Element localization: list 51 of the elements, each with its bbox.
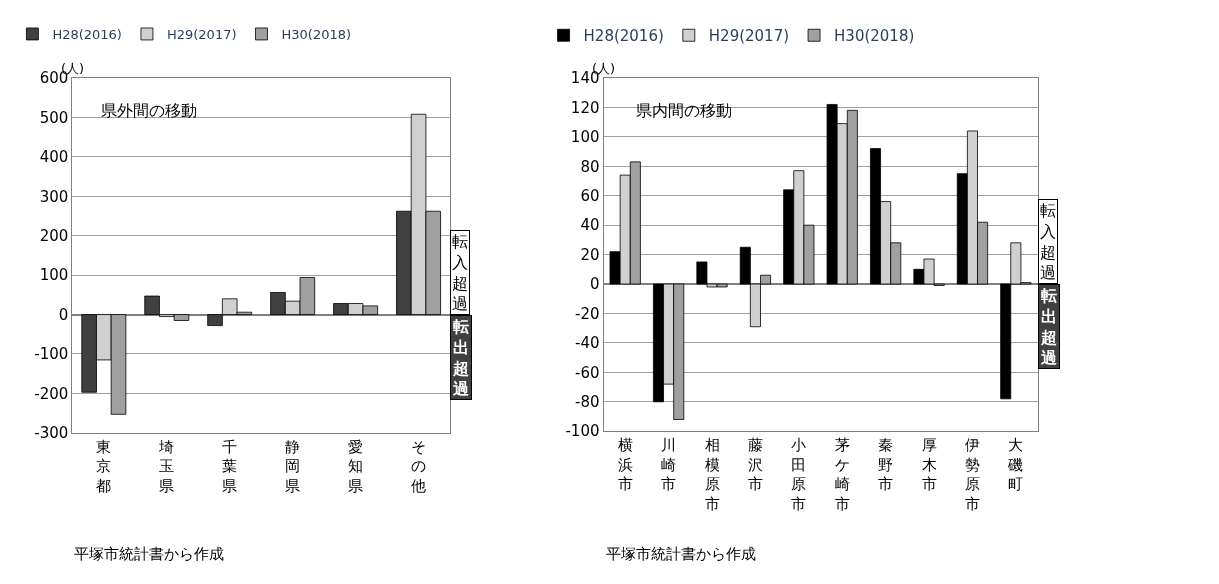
x-tick-label: 大磯町	[1007, 436, 1024, 494]
text: 平塚市統計書から作成	[74, 545, 224, 563]
legend-label: H30(2018)	[281, 27, 352, 43]
x-tick-label: 静岡県	[285, 437, 301, 495]
legend-label: H28(2016)	[583, 27, 664, 46]
y-tick-label: -40	[575, 334, 600, 353]
y-tick-label: 0	[58, 305, 69, 324]
text: 転入超過	[1040, 201, 1056, 283]
x-tick-label: 相模原市	[704, 436, 720, 513]
legend-label: H28(2016)	[52, 27, 122, 43]
y-tick-label: -80	[575, 393, 600, 412]
x-tick-label: 横浜市	[617, 436, 633, 494]
y-tick-label: 300	[39, 187, 69, 206]
x-tick-label: その他	[411, 437, 427, 495]
x-tick-label: 小田原市	[791, 436, 807, 513]
y-tick-label: -100	[565, 422, 600, 441]
text: 県内間の移動	[636, 101, 732, 120]
y-tick-label: 100	[570, 128, 600, 147]
x-tick-label: 茅ケ崎市	[834, 436, 850, 513]
text: 県外間の移動	[101, 101, 197, 120]
y-tick-label: -100	[34, 345, 69, 364]
x-tick-label: 秦野市	[878, 436, 894, 494]
y-tick-label: -20	[575, 304, 600, 323]
y-tick-label: 500	[39, 108, 69, 127]
x-tick-label: 千葉県	[222, 437, 238, 495]
y-tick-label: -60	[575, 363, 600, 382]
legend-label: H29(2017)	[166, 27, 237, 43]
y-tick-label: 20	[580, 245, 600, 264]
x-tick-label: 愛知県	[348, 437, 364, 495]
x-tick-label: 東京都	[96, 437, 112, 495]
y-tick-label: 100	[39, 266, 69, 285]
y-tick-label: 0	[589, 275, 600, 294]
y-tick-label: 80	[580, 157, 600, 176]
text: 平塚市統計書から作成	[606, 545, 756, 563]
x-tick-label: 埼玉県	[158, 437, 175, 495]
legend-label: H29(2017)	[708, 27, 790, 46]
y-tick-label: 120	[570, 98, 600, 117]
x-tick-label: 川崎市	[661, 436, 677, 494]
text: 転出超過	[452, 317, 470, 399]
y-tick-label: -300	[34, 424, 69, 443]
y-tick-label: 400	[39, 148, 69, 167]
x-tick-label: 伊勢原市	[964, 436, 980, 513]
y-tick-label: -200	[34, 384, 69, 403]
text: 転入超過	[452, 232, 468, 314]
text: 転出超過	[1040, 286, 1058, 368]
x-tick-label: 藤沢市	[747, 436, 763, 494]
x-tick-label: 厚木市	[921, 436, 937, 494]
y-tick-label: 40	[580, 216, 600, 235]
y-tick-label: 200	[39, 226, 69, 245]
y-tick-label: 60	[580, 186, 600, 205]
legend-label: H30(2018)	[834, 27, 915, 46]
